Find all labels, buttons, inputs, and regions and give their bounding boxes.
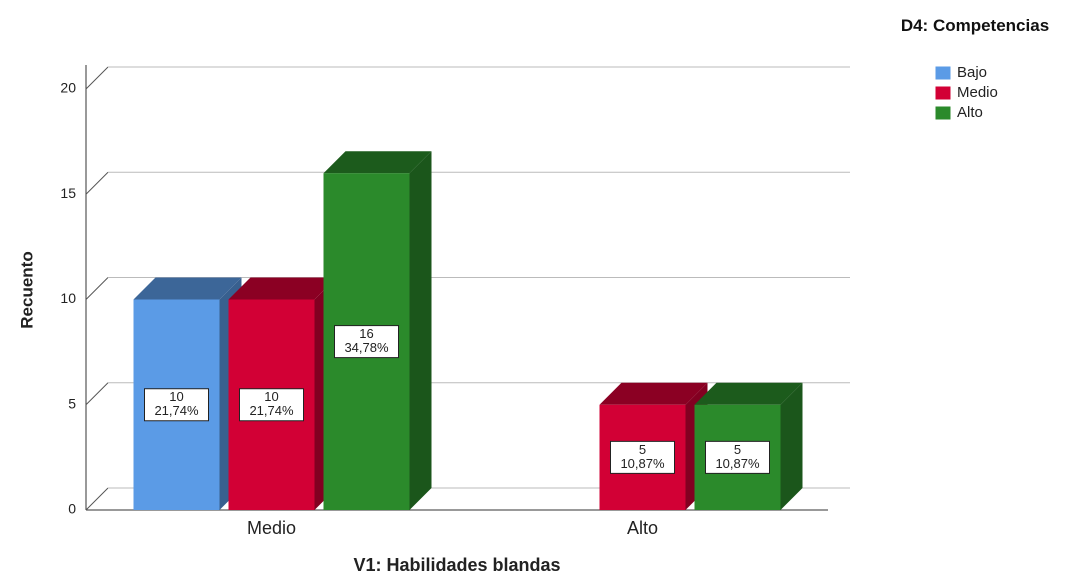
- legend-label: Alto: [957, 104, 983, 121]
- y-tick-label: 20: [60, 80, 76, 96]
- data-label: 5: [639, 442, 646, 457]
- data-label: 10: [169, 389, 183, 404]
- legend-label: Bajo: [957, 64, 987, 81]
- data-label: 34,78%: [344, 340, 389, 355]
- bar-top: [599, 382, 708, 405]
- data-label-box: [705, 440, 770, 474]
- legend-title: D4: Competencias: [900, 16, 1050, 35]
- y-tick-label: 15: [60, 185, 76, 201]
- data-label: 21,74%: [249, 403, 294, 418]
- tick-mark: [85, 487, 109, 511]
- y-axis-label: Recuento: [17, 251, 36, 328]
- x-tick-label: Medio: [247, 518, 296, 538]
- x-axis-label: V1: Habilidades blandas: [353, 555, 560, 575]
- tick-mark: [85, 382, 109, 406]
- bar-top: [228, 277, 337, 300]
- bar-top: [323, 151, 432, 174]
- tick-mark: [85, 277, 109, 300]
- data-label: 21,74%: [154, 403, 199, 418]
- data-label: 16: [359, 326, 373, 341]
- data-label-box: [334, 325, 399, 359]
- legend-label: Medio: [957, 84, 998, 101]
- legend-swatch: [934, 85, 952, 101]
- bar-side: [780, 382, 803, 510]
- x-tick-label: Alto: [627, 518, 658, 538]
- bar-top: [133, 277, 242, 300]
- data-label-box: [144, 388, 209, 422]
- y-tick-label: 5: [68, 395, 76, 411]
- data-label: 10,87%: [715, 456, 760, 471]
- y-tick-label: 0: [68, 501, 76, 517]
- legend-swatch: [934, 105, 952, 121]
- data-label: 10,87%: [620, 456, 665, 471]
- tick-mark: [85, 171, 109, 195]
- tick-mark: [85, 66, 109, 90]
- bar-top: [694, 382, 803, 405]
- data-label: 10: [264, 389, 278, 404]
- legend-swatch: [934, 65, 952, 81]
- bar-side: [409, 151, 432, 510]
- data-label-box: [239, 388, 304, 422]
- data-label-box: [610, 440, 675, 474]
- data-label: 5: [734, 442, 741, 457]
- y-tick-label: 10: [60, 290, 76, 306]
